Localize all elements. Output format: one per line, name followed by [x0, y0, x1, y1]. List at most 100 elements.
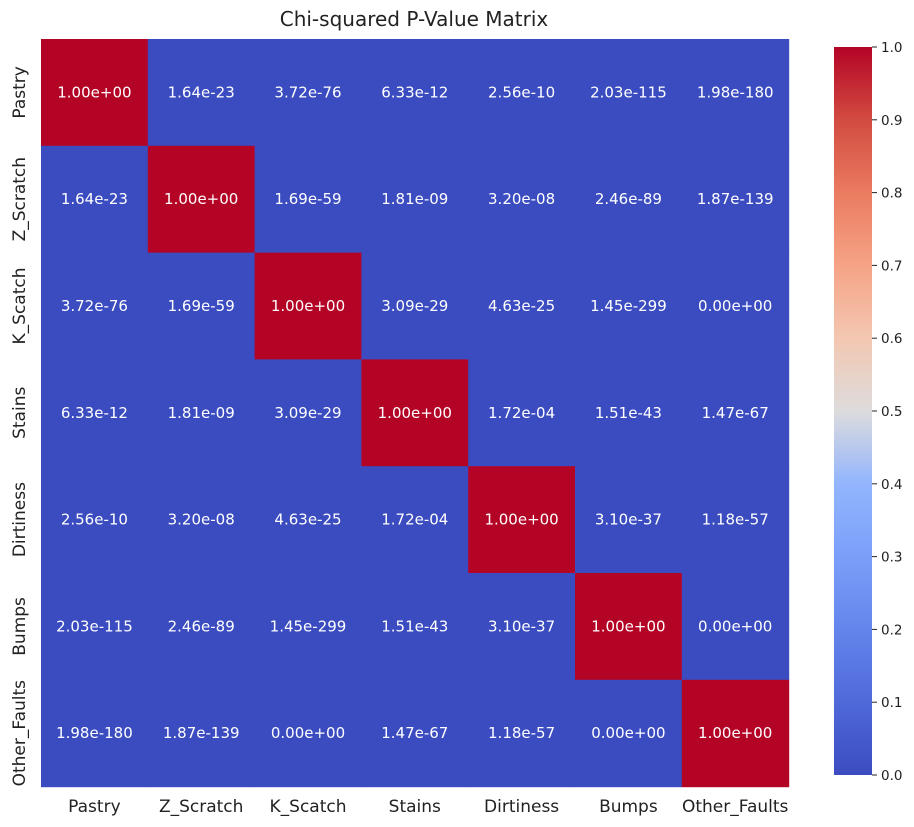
y-tick-label: Dirtiness — [10, 482, 30, 557]
heatmap-cell-label: 1.51e-43 — [595, 404, 662, 422]
heatmap-cell — [254, 359, 362, 467]
heatmap-cell — [681, 252, 790, 360]
heatmap-cell — [681, 39, 790, 147]
heatmap-cell-label: 3.09e-29 — [274, 404, 341, 422]
heatmap-cell — [681, 573, 790, 681]
colorbar-tick-label: 0.2 — [881, 622, 902, 638]
heatmap-cell-label: 3.20e-08 — [168, 511, 235, 529]
x-tick-label: Bumps — [599, 797, 658, 817]
heatmap-cell-label: 1.69e-59 — [168, 297, 235, 315]
colorbar-tick-label: 1.0 — [881, 40, 902, 56]
x-axis-tick-labels: Pastry Z_Scratch K_Scatch Stains Dirtiness Bu… — [68, 797, 788, 817]
heatmap-cell — [254, 466, 362, 574]
heatmap-cell — [575, 679, 683, 788]
heatmap-cell — [41, 359, 149, 467]
colorbar-tick-label: 0.7 — [881, 258, 902, 274]
heatmap-cell-label: 1.64e-23 — [61, 190, 128, 208]
heatmap-cell — [41, 39, 149, 147]
heatmap-cell-label: 1.00e+00 — [57, 83, 131, 101]
heatmap-cell-label: 1.45e-299 — [590, 297, 667, 315]
heatmap-cell — [361, 39, 469, 147]
x-tick-label: Stains — [389, 797, 441, 817]
chart-title: Chi-squared P-Value Matrix — [280, 7, 549, 31]
heatmap-cell — [41, 466, 149, 574]
heatmap-cell — [147, 359, 256, 467]
heatmap-cell — [41, 252, 149, 360]
heatmap-cell — [361, 573, 469, 681]
heatmap-cell — [575, 39, 683, 147]
heatmap-cell — [681, 145, 790, 254]
heatmap-cell-label: 6.33e-12 — [61, 404, 128, 422]
x-tick-label: Dirtiness — [484, 797, 559, 817]
heatmap-cell — [468, 39, 576, 147]
heatmap-cell-label: 6.33e-12 — [381, 83, 448, 101]
heatmap-cell-label: 3.10e-37 — [595, 511, 662, 529]
heatmap-cell-label: 3.10e-37 — [488, 617, 555, 635]
heatmap-cell — [361, 466, 469, 574]
heatmap-cell — [681, 359, 790, 467]
heatmap-cell-label: 0.00e+00 — [271, 724, 345, 742]
heatmap-cell-label: 2.46e-89 — [595, 190, 662, 208]
heatmap-cell — [681, 466, 790, 574]
heatmap-cell-label: 1.00e+00 — [271, 297, 345, 315]
heatmap-cell — [575, 252, 683, 360]
colorbar-tick-label: 0.1 — [881, 695, 902, 711]
heatmap-cell — [147, 39, 256, 147]
x-tick-label: Z_Scratch — [159, 797, 243, 817]
heatmap-cell-label: 1.45e-299 — [270, 617, 347, 635]
heatmap-cell-label: 0.00e+00 — [591, 724, 665, 742]
heatmap-cell-label: 1.47e-67 — [381, 724, 448, 742]
heatmap-cell — [575, 359, 683, 467]
colorbar-tick-label: 0.0 — [881, 768, 902, 784]
y-tick-label: Other_Faults — [10, 680, 30, 787]
heatmap-cell-label: 2.46e-89 — [168, 617, 235, 635]
heatmap-cell-label: 1.00e+00 — [484, 511, 558, 529]
heatmap-cell-label: 1.81e-09 — [381, 190, 448, 208]
heatmap-cell — [468, 573, 576, 681]
colorbar-gradient — [834, 47, 872, 775]
heatmap-cell — [254, 145, 362, 254]
heatmap-cell-label: 1.87e-139 — [697, 190, 774, 208]
heatmap-cell-label: 1.72e-04 — [488, 404, 555, 422]
heatmap-cell — [147, 573, 256, 681]
heatmap-cell-label: 1.81e-09 — [168, 404, 235, 422]
heatmap-cell-label: 1.18e-57 — [702, 511, 769, 529]
heatmap-cell-label: 0.00e+00 — [698, 617, 772, 635]
heatmap-cell-label: 3.09e-29 — [381, 297, 448, 315]
heatmap-cell — [361, 679, 469, 788]
heatmap-cell — [147, 466, 256, 574]
heatmap-cell-label: 1.72e-04 — [381, 511, 448, 529]
heatmap-cell-label: 3.72e-76 — [274, 83, 341, 101]
heatmap-cell-label: 0.00e+00 — [698, 297, 772, 315]
heatmap-cell-label: 1.00e+00 — [164, 190, 238, 208]
colorbar-tick-label: 0.6 — [881, 331, 902, 347]
heatmap-cell — [575, 145, 683, 254]
heatmap-cell-label: 2.56e-10 — [61, 511, 128, 529]
heatmap-cell — [147, 679, 256, 788]
heatmap-cell-label: 2.03e-115 — [590, 83, 667, 101]
heatmap-cell-label: 4.63e-25 — [488, 297, 555, 315]
heatmap-cell — [41, 573, 149, 681]
x-tick-label: Other_Faults — [682, 797, 789, 817]
heatmap-cell — [147, 252, 256, 360]
heatmap-cell-label: 1.18e-57 — [488, 724, 555, 742]
x-tick-label: K_Scatch — [270, 797, 347, 817]
heatmap-cell — [575, 573, 683, 681]
heatmap-cell-label: 3.20e-08 — [488, 190, 555, 208]
heatmap-cell-label: 1.64e-23 — [168, 83, 235, 101]
colorbar-tick-labels: 0.0 0.1 0.2 0.3 0.4 0.5 0.6 0.7 0.8 0.9 1.0 — [872, 40, 902, 784]
heatmap-cell-label: 1.51e-43 — [381, 617, 448, 635]
y-axis-tick-labels: Pastry Z_Scratch K_Scatch Stains Dirtiness Bu… — [10, 66, 30, 786]
x-tick-label: Pastry — [68, 797, 120, 817]
heatmap-cell — [254, 39, 362, 147]
heatmap-cell-label: 2.03e-115 — [56, 617, 133, 635]
heatmap-cell — [361, 252, 469, 360]
heatmap-cells — [41, 39, 790, 788]
heatmap-cell-label: 1.98e-180 — [56, 724, 133, 742]
heatmap-cell — [254, 252, 362, 360]
heatmap-cell-labels: 1.00e+00 1.64e-23 3.72e-76 6.33e-12 2.56e-10… — [56, 83, 773, 742]
heatmap-cell — [468, 359, 576, 467]
y-tick-label: Pastry — [10, 66, 30, 118]
colorbar-tick-label: 0.4 — [881, 477, 902, 493]
